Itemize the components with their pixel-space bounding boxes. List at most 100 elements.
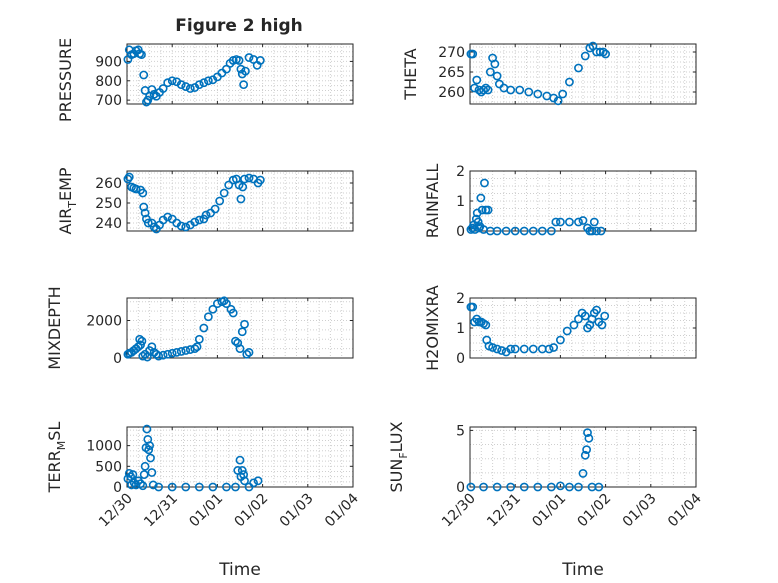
axes-box xyxy=(126,297,354,359)
data-point xyxy=(194,482,204,492)
data-series xyxy=(123,172,265,234)
data-point xyxy=(135,334,145,344)
data-series xyxy=(123,45,265,107)
data-point xyxy=(600,311,610,321)
data-point xyxy=(163,212,173,222)
data-point xyxy=(167,482,177,492)
y-tick-label: 500 xyxy=(95,459,122,475)
y-tick-label: 0 xyxy=(456,480,465,496)
data-point xyxy=(477,205,487,215)
x-tick-label: 01/01 xyxy=(186,491,226,531)
data-point xyxy=(136,479,145,489)
data-point xyxy=(537,226,547,236)
data-point xyxy=(138,481,148,491)
subplot-6: 0 1 2 xyxy=(456,291,697,367)
data-point xyxy=(172,347,182,357)
data-point xyxy=(143,218,153,228)
data-point xyxy=(244,53,254,62)
x-tick-label: 01/04 xyxy=(665,490,705,530)
y-tick-label: 270 xyxy=(438,45,465,61)
data-series xyxy=(466,302,610,357)
data-point xyxy=(194,215,204,225)
data-point xyxy=(240,476,249,486)
data-point xyxy=(480,178,489,188)
axes-box xyxy=(126,170,354,232)
x-tick-label: 01/03 xyxy=(277,491,317,531)
y-tick-label: 2 xyxy=(456,291,465,307)
data-point xyxy=(236,194,246,204)
data-point xyxy=(580,450,590,460)
data-point xyxy=(528,344,538,354)
xlabel-right: Time xyxy=(561,560,604,580)
data-point xyxy=(483,205,493,215)
data-point xyxy=(181,82,191,91)
data-point xyxy=(598,47,608,57)
ylabel-air-temp: AIRTEMP xyxy=(56,167,79,234)
data-point xyxy=(237,327,247,337)
data-point xyxy=(589,217,599,227)
data-point xyxy=(239,80,249,90)
data-series xyxy=(466,428,604,492)
y-tick-label: 260 xyxy=(95,176,122,192)
data-point xyxy=(510,226,520,236)
data-point xyxy=(203,76,213,86)
data-point xyxy=(181,482,191,492)
x-tick-label: 01/02 xyxy=(232,491,272,531)
data-point xyxy=(181,222,191,232)
data-point xyxy=(154,351,164,361)
data-point xyxy=(562,326,572,336)
data-point xyxy=(239,470,249,479)
data-point xyxy=(466,225,476,234)
ylabel-rainfall: RAINFALL xyxy=(423,164,442,239)
data-point xyxy=(574,217,583,227)
data-point xyxy=(592,305,601,315)
data-point xyxy=(139,470,149,479)
data-point xyxy=(231,336,240,346)
y-tick-label: 5 xyxy=(456,423,465,439)
data-point xyxy=(194,334,204,344)
data-point xyxy=(483,85,493,95)
data-point xyxy=(148,480,158,490)
data-point xyxy=(199,323,209,333)
data-point xyxy=(176,80,186,90)
data-point xyxy=(490,59,500,69)
data-point xyxy=(140,208,150,218)
data-point xyxy=(479,85,488,95)
data-point xyxy=(192,342,202,352)
x-tick-label: 12/30 xyxy=(439,491,479,531)
data-point xyxy=(147,468,157,477)
data-point xyxy=(147,85,157,94)
y-tick-label: 250 xyxy=(95,196,122,212)
data-point xyxy=(519,344,529,354)
data-point xyxy=(549,343,559,352)
data-point xyxy=(578,469,588,478)
y-tick-label: 900 xyxy=(95,54,122,70)
data-point xyxy=(240,174,249,184)
data-series xyxy=(466,178,606,236)
data-point xyxy=(595,47,605,57)
data-point xyxy=(222,299,231,309)
x-tick-label: 12/31 xyxy=(484,491,524,531)
x-tick-label: 01/04 xyxy=(322,490,362,530)
data-point xyxy=(485,67,495,77)
data-point xyxy=(249,478,258,488)
data-point xyxy=(185,84,195,93)
data-point xyxy=(201,210,211,220)
data-point xyxy=(574,63,583,73)
data-point xyxy=(235,455,245,465)
subplot-4: 0 1 2 xyxy=(456,164,697,240)
data-point xyxy=(224,180,234,190)
subplot-7: 0 500 1000 12/30 12/31 01/01 01/02 01/03 01/04 xyxy=(86,424,362,531)
data-point xyxy=(140,461,150,471)
data-point xyxy=(244,347,254,357)
data-point xyxy=(578,216,588,225)
data-point xyxy=(510,344,520,354)
data-point xyxy=(208,304,218,314)
subplot-8: 0 5 12/30 12/31 01/01 01/02 01/03 01/04 xyxy=(439,423,705,530)
data-point xyxy=(556,217,565,227)
data-point xyxy=(163,349,173,359)
data-point xyxy=(584,433,594,443)
x-tick-label: 01/02 xyxy=(575,491,615,531)
